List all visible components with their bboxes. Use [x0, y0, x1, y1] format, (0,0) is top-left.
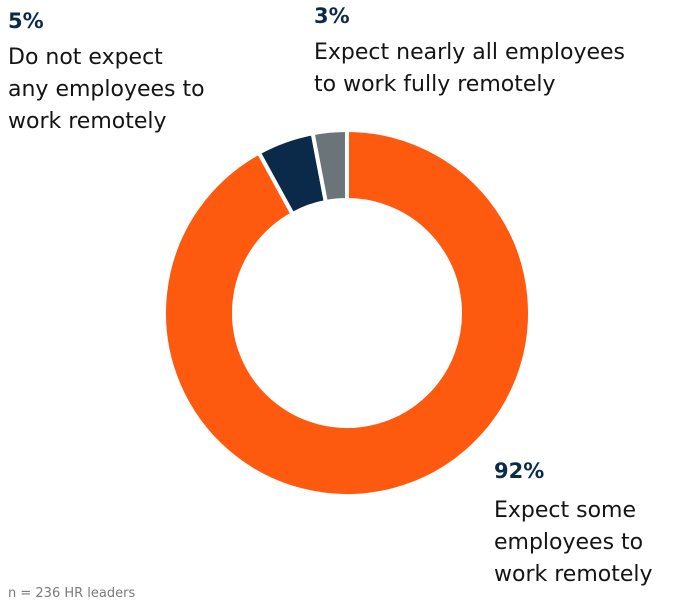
sample-size-footnote: n = 236 HR leaders [8, 586, 136, 601]
label-line: any employees to [8, 77, 205, 102]
label-line: work remotely [494, 562, 653, 587]
label-percent-none-remote: 5% [8, 9, 44, 33]
label-text-none-remote: Do not expect any employees to work remo… [8, 42, 205, 138]
label-percent-some-remote: 92% [494, 459, 545, 483]
label-text-some-remote: Expect some employees to work remotely [494, 495, 653, 591]
label-line: employees to [494, 530, 644, 555]
slice-fully-remote [310, 128, 349, 205]
label-line: Expect some [494, 498, 637, 523]
label-line: Do not expect [8, 45, 163, 70]
label-percent-fully-remote: 3% [314, 4, 350, 28]
label-line: work remotely [8, 109, 167, 134]
label-line: to work fully remotely [314, 72, 556, 97]
slice-some-remote [162, 128, 532, 498]
label-text-fully-remote: Expect nearly all employees to work full… [314, 37, 625, 101]
label-line: Expect nearly all employees [314, 40, 626, 65]
